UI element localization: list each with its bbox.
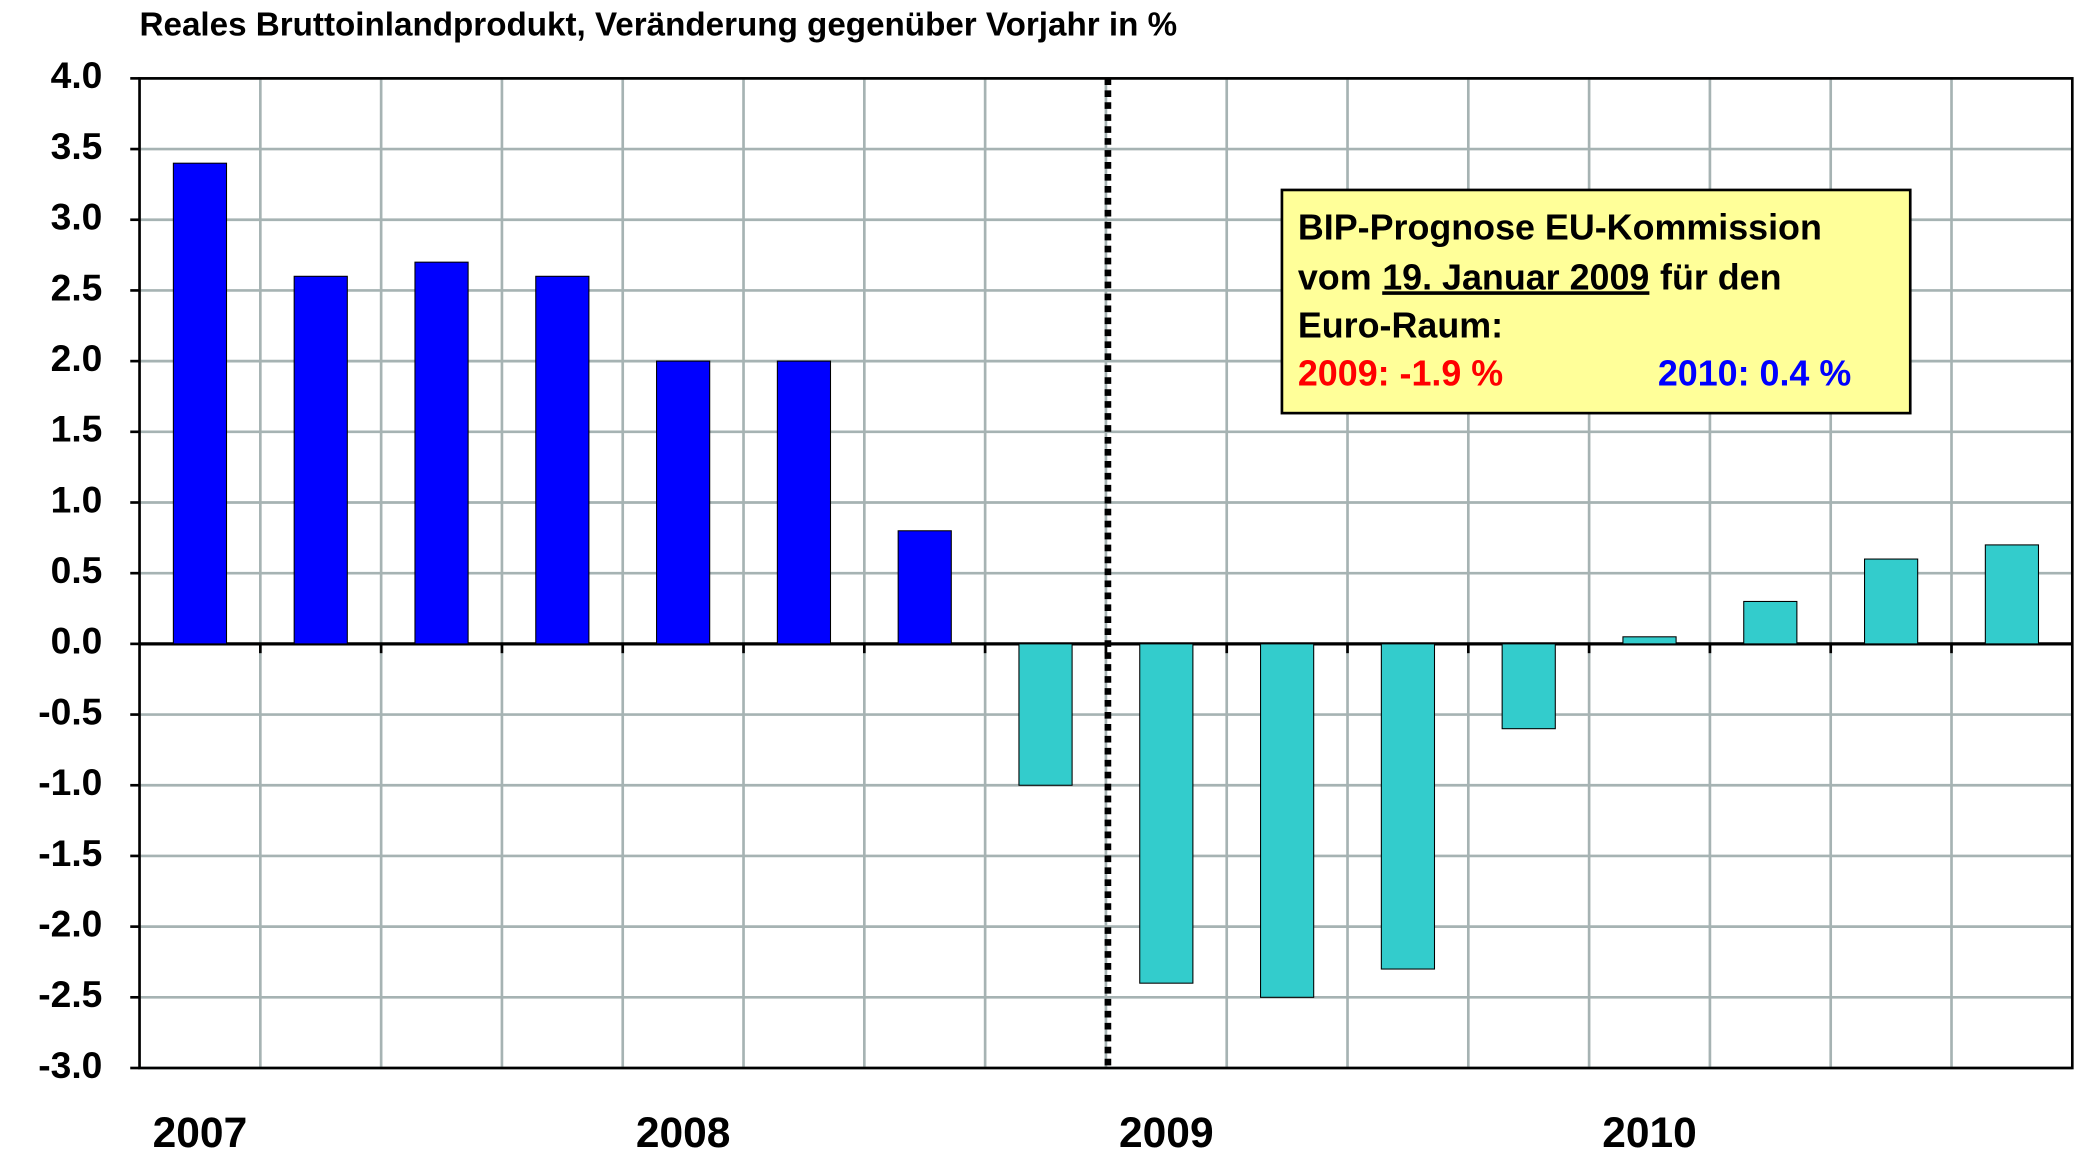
bar xyxy=(1743,600,1798,645)
bar xyxy=(293,275,348,645)
annotation-text: vom 19. Januar 2009 für den xyxy=(1298,258,1782,298)
y-tick-label: -1.0 xyxy=(38,761,102,803)
bar xyxy=(1622,636,1677,645)
y-tick-label: 3.0 xyxy=(51,196,103,238)
x-tick-label: 2008 xyxy=(636,1110,731,1157)
bars xyxy=(172,162,2040,998)
annotation-date: 19. Januar 2009 xyxy=(1382,258,1649,298)
bar xyxy=(1018,643,1073,786)
y-tick-label: 2.5 xyxy=(51,266,103,308)
annotation-forecast: 2009: -1.9 % xyxy=(1298,353,1503,393)
y-tick-label: -3.0 xyxy=(38,1044,102,1086)
bar xyxy=(656,360,711,645)
y-tick-label: -1.5 xyxy=(38,832,102,874)
y-tick-label: 4.0 xyxy=(51,54,103,96)
bar xyxy=(897,530,952,645)
x-tick-label: 2010 xyxy=(1602,1110,1697,1157)
bar xyxy=(1139,643,1194,984)
bar xyxy=(1864,558,1919,645)
annotation-forecast: 2010: 0.4 % xyxy=(1658,353,1851,393)
y-tick-label: 0.5 xyxy=(51,549,103,591)
annotation-text: BIP-Prognose EU-Kommission xyxy=(1298,207,1822,247)
bar xyxy=(1501,643,1556,730)
y-tick-label: 1.5 xyxy=(51,408,103,450)
y-tick-label: -0.5 xyxy=(38,690,102,732)
y-tick-label: 0.0 xyxy=(51,620,103,662)
bar xyxy=(172,162,228,645)
y-tick-label: -2.5 xyxy=(38,973,102,1015)
labels: -3.0 -2.5 -2.0 -1.5 -1.0 -0.5 0.0 0.5 1.0 1.5 2.0 2… xyxy=(38,54,1697,1157)
y-tick-label: 2.0 xyxy=(51,337,103,379)
y-tick-label: 3.5 xyxy=(51,125,103,167)
annotation: BIP-Prognose EU-Kommission vom 19. Januar… xyxy=(1280,188,1912,415)
annotation-box xyxy=(1280,188,1912,415)
annotation-text: Euro-Raum: xyxy=(1298,306,1503,346)
y-tick-label: -2.0 xyxy=(38,902,102,944)
x-tick-label: 2007 xyxy=(153,1110,248,1157)
x-tick-label: 2009 xyxy=(1119,1110,1214,1157)
annotation-text: für den xyxy=(1660,258,1782,298)
chart-title: Reales Bruttoinlandprodukt, Veränderung … xyxy=(140,6,1178,43)
bar xyxy=(776,360,832,645)
bar xyxy=(414,261,469,645)
bar xyxy=(1380,643,1436,970)
annotation-text: vom xyxy=(1298,258,1372,298)
plot-frame xyxy=(138,77,2074,1070)
bar xyxy=(1984,544,2040,645)
bar xyxy=(1260,643,1315,998)
y-tick-label: 1.0 xyxy=(51,478,103,520)
bar xyxy=(535,275,590,645)
